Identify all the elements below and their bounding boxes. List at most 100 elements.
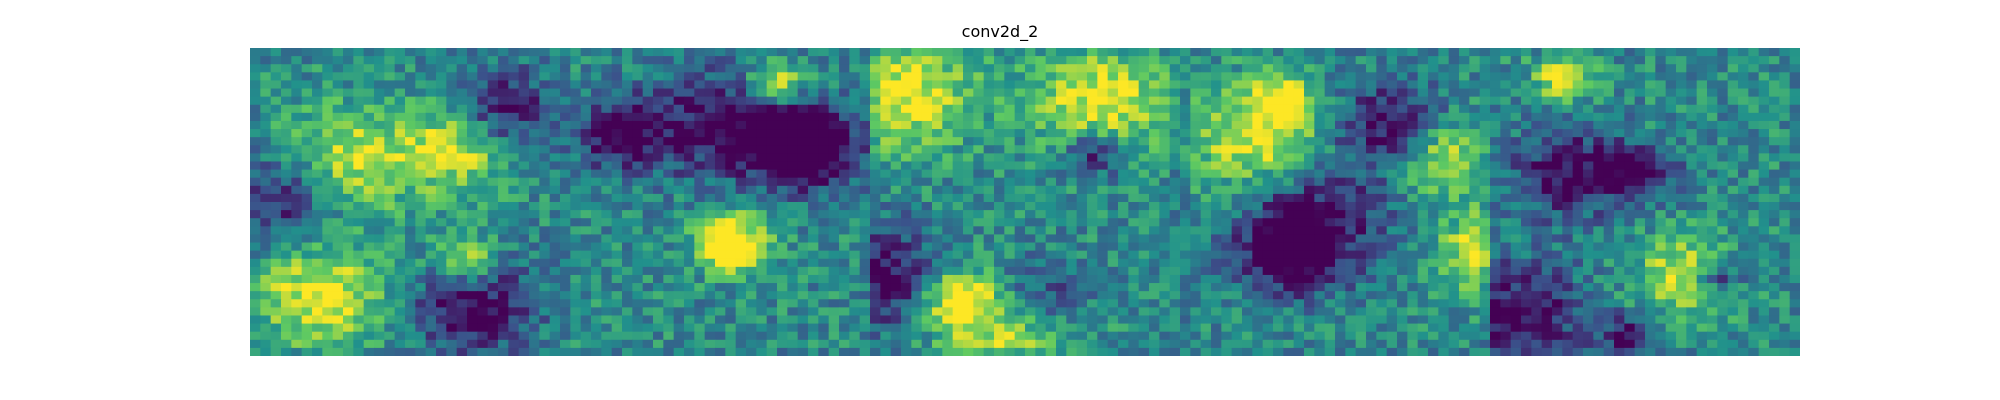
- heatmap-cell: [1149, 323, 1160, 333]
- heatmap-cell: [1324, 258, 1336, 268]
- heatmap-cell: [250, 266, 261, 276]
- heatmap-cell: [601, 242, 613, 252]
- heatmap-cell: [973, 72, 985, 82]
- heatmap-cell: [932, 210, 943, 219]
- heatmap-cell: [301, 161, 313, 171]
- heatmap-cell: [725, 88, 737, 98]
- heatmap-cell: [446, 274, 458, 284]
- heatmap-cell: [332, 323, 344, 333]
- heatmap-cell: [1304, 299, 1315, 308]
- heatmap-cell: [1128, 218, 1140, 227]
- heatmap-cell: [374, 202, 385, 211]
- heatmap-cell: [880, 274, 892, 284]
- heatmap-cell: [1758, 56, 1770, 65]
- heatmap-cell: [1448, 258, 1460, 268]
- heatmap-cell: [1479, 315, 1491, 325]
- heatmap-cell: [1107, 258, 1119, 268]
- heatmap-cell: [725, 129, 737, 138]
- heatmap-cell: [828, 161, 840, 171]
- heatmap-cell: [384, 307, 396, 317]
- heatmap-cell: [1221, 226, 1233, 236]
- heatmap-cell: [1479, 80, 1491, 90]
- heatmap-cell: [281, 72, 292, 82]
- heatmap-cell: [1417, 291, 1429, 300]
- heatmap-cell: [580, 88, 592, 98]
- heatmap-cell: [601, 234, 613, 244]
- heatmap-cell: [250, 137, 261, 146]
- heatmap-cell: [632, 266, 644, 276]
- heatmap-cell: [684, 80, 695, 90]
- heatmap-cell: [1283, 250, 1295, 260]
- heatmap-cell: [766, 331, 778, 341]
- heatmap-cell: [363, 226, 375, 236]
- heatmap-cell: [1128, 291, 1140, 300]
- heatmap-cell: [911, 169, 923, 179]
- heatmap-cell: [508, 145, 520, 154]
- heatmap-cell: [1304, 169, 1315, 179]
- heatmap-cell: [1076, 331, 1088, 341]
- heatmap-cell: [1748, 153, 1760, 163]
- heatmap-cell: [1138, 56, 1150, 65]
- heatmap-cell: [1107, 331, 1119, 341]
- heatmap-cell: [849, 56, 861, 65]
- heatmap-cell: [1459, 161, 1470, 171]
- heatmap-cell: [570, 347, 582, 356]
- heatmap-cell: [467, 299, 478, 308]
- heatmap-cell: [1293, 185, 1305, 195]
- heatmap-cell: [1293, 72, 1305, 82]
- heatmap-cell: [870, 145, 881, 154]
- heatmap-cell: [890, 331, 902, 341]
- heatmap-cell: [880, 226, 892, 236]
- heatmap-cell: [1252, 120, 1264, 130]
- heatmap-cell: [1448, 299, 1460, 308]
- heatmap-cell: [746, 283, 757, 292]
- heatmap-cell: [1242, 193, 1253, 203]
- heatmap-cell: [425, 234, 437, 244]
- heatmap-cell: [1097, 177, 1109, 187]
- heatmap-cell: [684, 88, 695, 98]
- heatmap-cell: [281, 145, 292, 154]
- heatmap-cell: [735, 137, 747, 146]
- heatmap-cell: [725, 145, 737, 154]
- heatmap-cell: [1448, 48, 1460, 57]
- heatmap-cell: [1169, 347, 1181, 356]
- heatmap-cell: [405, 96, 416, 106]
- heatmap-cell: [394, 250, 406, 260]
- heatmap-cell: [1469, 250, 1481, 260]
- heatmap-cell: [766, 242, 778, 252]
- heatmap-cell: [405, 169, 416, 179]
- heatmap-cell: [994, 112, 1005, 122]
- heatmap-cell: [1066, 234, 1078, 244]
- heatmap-cell: [1407, 291, 1419, 300]
- heatmap-cell: [1552, 88, 1563, 98]
- heatmap-cell: [921, 56, 933, 65]
- heatmap-cell: [1376, 250, 1388, 260]
- heatmap-cell: [446, 112, 458, 122]
- heatmap-cell: [487, 145, 499, 154]
- heatmap-cell: [1459, 258, 1470, 268]
- heatmap-cell: [1231, 120, 1243, 130]
- heatmap-cell: [456, 242, 468, 252]
- heatmap-cell: [518, 315, 530, 325]
- heatmap-cell: [787, 48, 799, 57]
- heatmap-cell: [1138, 299, 1150, 308]
- heatmap-cell: [1283, 72, 1295, 82]
- heatmap-cell: [1335, 193, 1346, 203]
- heatmap-cell: [1345, 331, 1357, 341]
- heatmap-cell: [1262, 331, 1274, 341]
- heatmap-cell: [1066, 185, 1078, 195]
- heatmap-cell: [1448, 137, 1460, 146]
- heatmap-cell: [1180, 104, 1191, 114]
- heatmap-cell: [911, 145, 923, 154]
- heatmap-cell: [715, 104, 726, 114]
- heatmap-cell: [849, 193, 861, 203]
- heatmap-cell: [735, 291, 747, 300]
- heatmap-cell: [529, 193, 540, 203]
- heatmap-cell: [1634, 96, 1646, 106]
- feature-map-panel: [1490, 48, 1800, 356]
- heatmap-cell: [281, 291, 292, 300]
- heatmap-cell: [653, 347, 664, 356]
- heatmap-cell: [1076, 193, 1088, 203]
- heatmap-cell: [446, 72, 458, 82]
- heatmap-cell: [1293, 339, 1305, 349]
